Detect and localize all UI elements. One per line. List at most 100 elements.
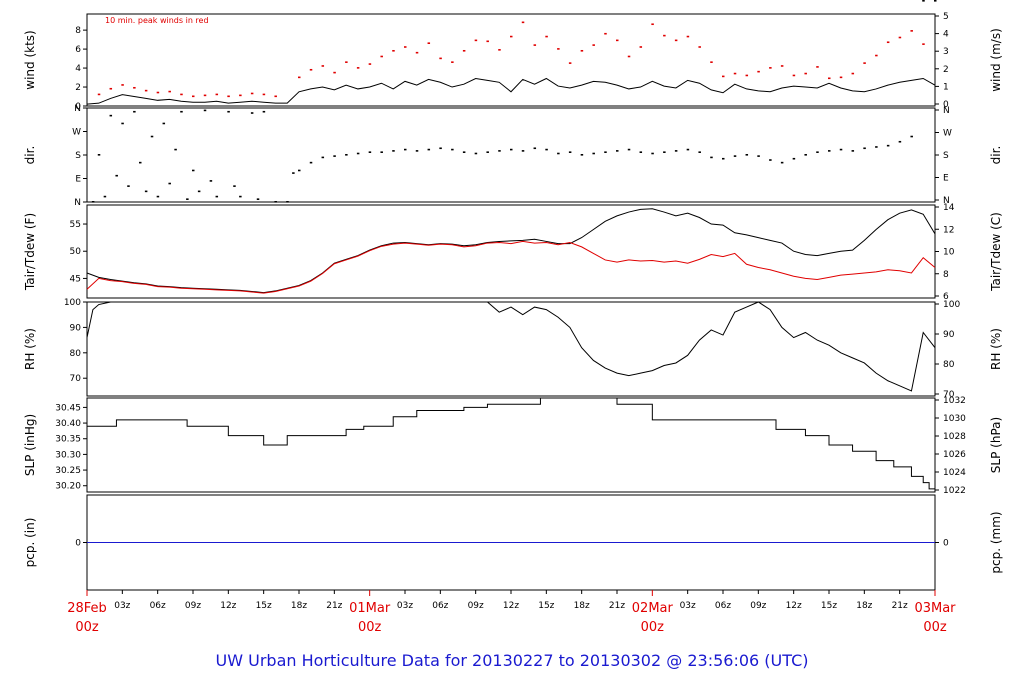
dir-left-tick-label: S	[75, 151, 81, 161]
dir-point	[298, 169, 301, 172]
wind-point	[239, 94, 242, 97]
dir-point	[256, 198, 260, 200]
x-hour-tick-label: 12z	[220, 601, 236, 611]
wind-point	[828, 77, 831, 80]
wind-point	[898, 36, 902, 39]
temp-left-axis-label: Tair/Tdew (F)	[23, 213, 37, 291]
x-hour-tick-label: 12z	[503, 601, 519, 611]
dir-point	[568, 151, 572, 153]
wind-point	[733, 72, 737, 75]
wind-point	[356, 67, 360, 69]
wind-point	[604, 32, 607, 35]
wind-point	[568, 62, 572, 64]
wind-point	[427, 42, 431, 45]
wind-point	[710, 61, 713, 63]
rh-right-tick-label: 80	[943, 360, 955, 370]
dir-point	[651, 152, 654, 155]
x-day-date-label: 02Mar	[632, 601, 674, 616]
wind-point	[627, 55, 631, 58]
wind-point	[792, 74, 796, 77]
temp-right-tick-label: 10	[943, 248, 955, 258]
dir-right-axis-label: dir.	[989, 146, 1003, 165]
wind-point	[851, 72, 855, 75]
x-hour-tick-label: 15z	[821, 601, 837, 611]
wind-point	[133, 86, 136, 89]
wind-left-tick-label: 0	[75, 102, 81, 112]
wind-point	[121, 84, 124, 86]
wind-point	[321, 65, 325, 67]
rh-left-tick-label: 80	[70, 349, 82, 359]
wind-point	[922, 43, 925, 45]
slp-right-tick-label: 1032	[943, 396, 966, 406]
x-hour-tick-label: 21z	[326, 601, 342, 611]
dir-point	[769, 159, 772, 161]
slp-left-tick-label: 30.25	[55, 466, 81, 476]
dir-point	[533, 147, 537, 150]
dir-point	[321, 156, 325, 159]
dir-point	[380, 151, 383, 153]
dir-point	[663, 151, 666, 153]
slp-left-tick-label: 30.40	[55, 419, 81, 429]
x-hour-tick-label: 06z	[150, 601, 166, 611]
dir-point	[886, 144, 890, 147]
dir-point	[934, 0, 937, 2]
wind-point	[215, 93, 219, 96]
dir-point	[733, 155, 737, 157]
wind-point	[639, 46, 643, 48]
temp-left-tick-label: 50	[70, 247, 82, 257]
slp-right-axis-label: SLP (hPa)	[989, 417, 1003, 473]
dir-point	[557, 152, 560, 155]
dir-point	[616, 150, 619, 152]
x-day-date-label: 01Mar	[349, 601, 391, 616]
dir-right-tick-label: E	[943, 174, 949, 184]
dir-point	[486, 151, 489, 153]
wind-point	[533, 44, 537, 46]
dir-point	[197, 190, 201, 193]
wind-right-tick-label: 1	[943, 82, 949, 92]
dir-point	[180, 110, 183, 113]
x-hour-tick-label: 03z	[680, 601, 696, 611]
dir-left-tick-label: W	[72, 128, 81, 138]
dir-point	[545, 148, 548, 151]
dir-right-tick-label: W	[943, 129, 952, 139]
wind-right-tick-label: 5	[943, 12, 949, 22]
dir-point	[97, 154, 101, 156]
wind-point	[439, 57, 442, 60]
dir-point	[804, 154, 807, 156]
slp-right-tick-label: 1022	[943, 486, 966, 496]
dir-point	[816, 151, 819, 153]
dir-point	[144, 190, 148, 193]
dir-left-tick-label: N	[74, 198, 81, 208]
x-hour-tick-label: 09z	[468, 601, 484, 611]
rh-panel-frame	[86, 301, 936, 397]
dir-point	[345, 154, 348, 156]
x-hour-tick-label: 09z	[185, 601, 201, 611]
dir-point	[250, 112, 254, 114]
pcp-left-tick-label: 0	[75, 539, 81, 549]
wind-point	[404, 46, 407, 48]
x-hour-tick-label: 21z	[609, 601, 625, 611]
slp-left-tick-label: 30.20	[55, 482, 81, 492]
wind-panel-frame	[86, 13, 936, 107]
pcp-right-tick-label: 0	[943, 539, 949, 549]
dir-point	[839, 148, 843, 151]
dir-point	[109, 114, 113, 117]
slp-right-tick-label: 1030	[943, 414, 966, 424]
dir-point	[286, 201, 289, 203]
wind-right-axis-label: wind (m/s)	[989, 28, 1003, 92]
wind-point	[156, 91, 160, 94]
dir-point	[510, 148, 513, 151]
slp-left-tick-label: 30.30	[55, 450, 81, 460]
wind-point	[415, 51, 419, 54]
wind-point	[769, 67, 772, 69]
wind-point	[545, 35, 548, 38]
wind-point	[580, 49, 584, 52]
wind-point	[722, 75, 725, 78]
dir-point	[898, 140, 902, 143]
wind-right-tick-label: 2	[943, 65, 949, 75]
temp-right-tick-label: 6	[943, 292, 949, 302]
dir-point	[274, 201, 277, 203]
dir-left-tick-label: E	[75, 175, 81, 185]
dir-left-axis-label: dir.	[23, 146, 37, 165]
